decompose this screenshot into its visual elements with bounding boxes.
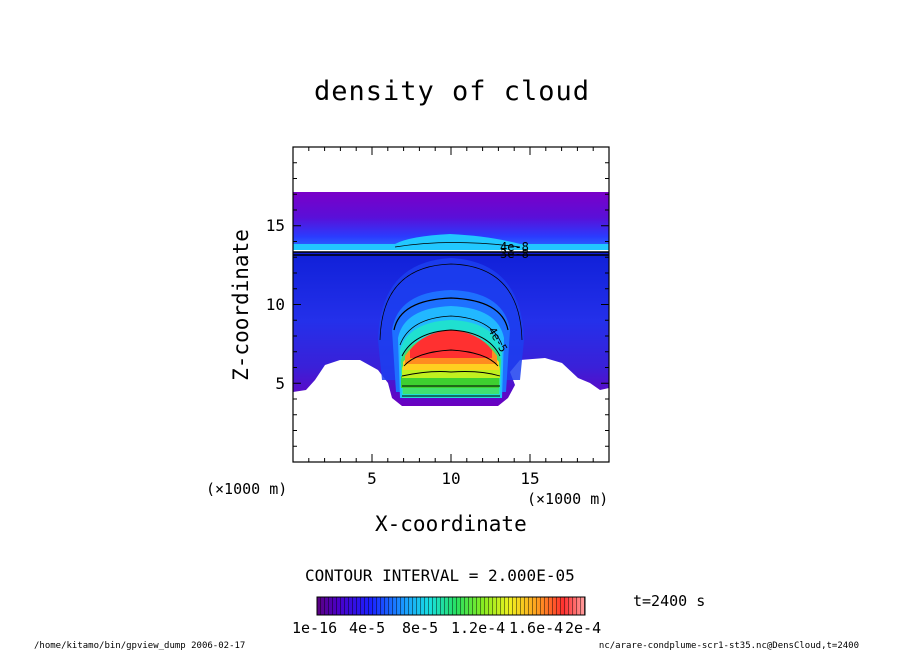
colorbar-tick-label: 2e-4 bbox=[565, 619, 602, 637]
y-tick-label: 10 bbox=[266, 295, 285, 314]
colorbar-tick-label: 1.2e-4 bbox=[451, 619, 506, 637]
colorbar-tick-label: 8e-5 bbox=[402, 619, 439, 637]
footer-right: nc/arare-condplume-scr1-st35.nc@DensClou… bbox=[598, 641, 859, 651]
contour-label: 3e-8 bbox=[500, 247, 529, 261]
x-tick-label: 10 bbox=[441, 469, 460, 488]
contour-interval: CONTOUR INTERVAL = 2.000E-05 bbox=[305, 566, 575, 585]
colorbar-tick-label: 4e-5 bbox=[349, 619, 386, 637]
cyan-stripe bbox=[293, 234, 609, 250]
footer-left: /home/kitamo/bin/gpview_dump 2006-02-17 bbox=[34, 641, 246, 651]
field-layer bbox=[293, 192, 609, 406]
x-tick-label: 5 bbox=[367, 469, 377, 488]
y-unit-label: (×1000 m) bbox=[527, 490, 609, 508]
chart-title: density of cloud bbox=[313, 76, 591, 107]
axis-ticks bbox=[292, 146, 610, 463]
x-tick-label: 15 bbox=[520, 469, 539, 488]
contour-label: 4e-8 bbox=[500, 240, 529, 254]
time-stamp: t=2400 s bbox=[633, 592, 706, 610]
y-tick-label: 15 bbox=[266, 216, 285, 235]
contour-lines bbox=[293, 242, 609, 397]
colorbar-tick-label: 1e-16 bbox=[292, 619, 338, 637]
y-axis-label: Z-coordinate bbox=[229, 229, 253, 381]
colorbar-tick-label: 1.6e-4 bbox=[509, 619, 564, 637]
x-axis-label: X-coordinate bbox=[375, 512, 527, 536]
y-tick-label: 5 bbox=[275, 374, 285, 393]
x-unit-label: (×1000 m) bbox=[206, 480, 288, 498]
